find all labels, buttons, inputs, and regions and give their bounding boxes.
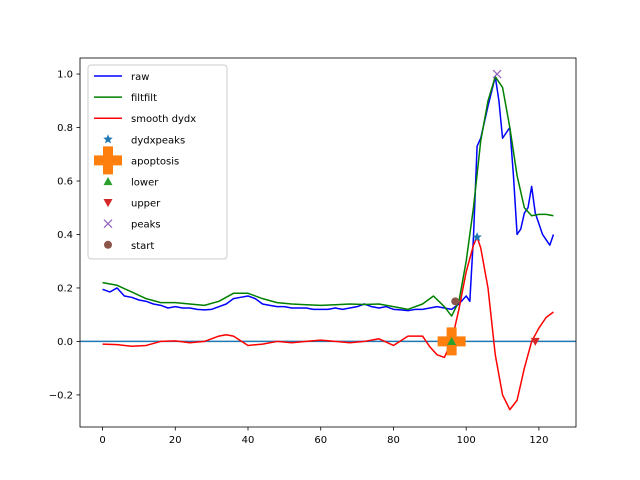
legend: raw filtfilt smooth dydx dydxpeaks apoptosis… — [87, 64, 228, 260]
legend-filtfilt-label: filtfilt — [131, 93, 157, 104]
legend-apoptosis-label: apoptosis — [131, 156, 179, 167]
legend-lower-label: lower — [131, 178, 159, 189]
legend-smooth-dydx-label: smooth dydx — [131, 114, 196, 125]
x-tick-label: 100 — [457, 435, 476, 446]
legend-dydxpeaks-label: dydxpeaks — [131, 135, 185, 146]
legend-apoptosis-handle — [94, 146, 122, 175]
series-smooth-dydx-line — [102, 236, 554, 411]
x-tick-label: 60 — [314, 435, 327, 446]
y-tick-label: −0.2 — [49, 390, 73, 401]
series-lower-marker — [447, 336, 457, 346]
series-dydxpeaks-marker — [472, 232, 482, 242]
series-start-marker — [451, 297, 460, 306]
series-filtfilt-line — [102, 75, 554, 317]
legend-peaks-label: peaks — [131, 220, 161, 231]
legend-peaks-handle — [103, 219, 113, 229]
x-tick-label: 0 — [99, 435, 105, 446]
legend-start-label: start — [131, 241, 154, 252]
axes: 0 20 40 60 80 100 120 −0.2 0.0 0.2 0.4 0.6 0.8 1.0 — [49, 57, 577, 446]
legend-box — [87, 64, 228, 260]
x-tick-label: 40 — [242, 435, 255, 446]
x-tick-label: 20 — [169, 435, 182, 446]
series-peaks-marker — [492, 69, 502, 79]
legend-upper-handle — [103, 199, 113, 208]
plot-area — [80, 69, 576, 411]
series-upper-marker — [530, 337, 540, 346]
y-tick-label: 0.8 — [57, 123, 73, 134]
legend-upper-label: upper — [131, 199, 161, 210]
legend-lower-handle — [103, 177, 113, 186]
legend-raw-label: raw — [131, 72, 149, 83]
x-tick-label: 120 — [529, 435, 548, 446]
y-tick-label: 0.6 — [57, 177, 73, 188]
axes-frame — [79, 57, 577, 428]
legend-dydxpeaks-handle — [103, 134, 113, 144]
legend-start-handle — [104, 240, 112, 249]
x-tick-label: 80 — [387, 435, 400, 446]
y-tick-label: 0.4 — [57, 230, 73, 241]
y-tick-label: 0.2 — [57, 283, 73, 294]
y-tick-label: 1.0 — [57, 70, 73, 81]
y-tick-label: 0.0 — [57, 337, 73, 348]
